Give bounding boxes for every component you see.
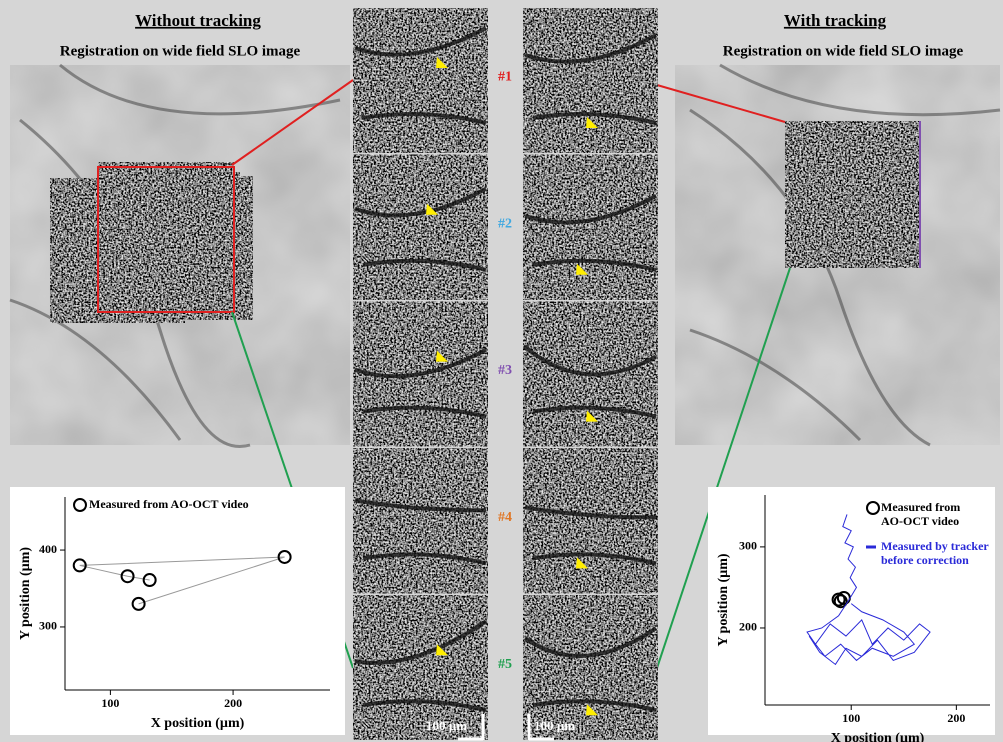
x-axis-label: X position (µm) <box>151 716 245 731</box>
data-point <box>142 573 157 588</box>
oct-frame <box>352 7 489 154</box>
arrowhead <box>436 644 448 656</box>
y-tick-label: 300 <box>39 619 57 633</box>
panel-title: Without tracking <box>135 11 261 30</box>
x-tick-label: 200 <box>947 711 965 725</box>
connector <box>656 267 791 669</box>
legend-label: Measured by tracker before correction <box>881 539 989 567</box>
oct-frame <box>352 594 489 742</box>
vessel <box>523 626 658 713</box>
frame-label: #5 <box>498 657 512 672</box>
scale-label: 100 µm <box>534 718 575 733</box>
x-tick-label: 100 <box>101 696 119 710</box>
arrowhead <box>436 57 448 68</box>
oct-frame <box>352 153 489 301</box>
frame-label: #4 <box>498 510 512 525</box>
chart-box <box>708 487 995 735</box>
arrowhead <box>576 263 588 275</box>
chart-box <box>10 487 345 735</box>
x-tick-label: 200 <box>224 696 242 710</box>
frame-label: #2 <box>498 216 512 231</box>
y-tick-label: 200 <box>739 620 757 634</box>
x-tick-label: 100 <box>842 711 860 725</box>
data-point <box>833 594 848 609</box>
oct-frame <box>522 594 659 742</box>
vessel <box>523 345 657 419</box>
oct-frame <box>522 153 659 301</box>
vessel <box>354 187 487 272</box>
arrowhead <box>586 704 598 716</box>
connector <box>231 79 354 166</box>
arrowhead <box>426 203 438 215</box>
connector <box>656 84 786 123</box>
overlay-frame <box>784 120 921 269</box>
arrowhead <box>436 350 448 362</box>
vessel <box>354 498 487 566</box>
scale-label: 100 µm <box>426 718 467 733</box>
panel-subtitle: Registration on wide field SLO image <box>723 43 964 59</box>
frame-label: #3 <box>498 363 512 378</box>
arrowhead <box>586 410 598 422</box>
data-point <box>72 558 87 573</box>
y-tick-label: 400 <box>39 542 57 556</box>
overlay-frame <box>97 166 235 313</box>
tracker-trace <box>806 514 931 666</box>
data-point <box>131 596 146 611</box>
vessel <box>354 26 487 125</box>
arrowhead <box>586 117 598 128</box>
arrowhead <box>576 557 588 569</box>
y-axis-label: Y position (µm) <box>716 553 731 646</box>
data-point <box>120 569 135 584</box>
legend-marker <box>866 501 880 515</box>
y-axis-label: Y position (µm) <box>18 547 33 640</box>
oct-frame <box>522 7 659 154</box>
legend-marker <box>73 498 87 512</box>
oct-frame <box>352 447 489 595</box>
data-point <box>277 549 292 564</box>
y-tick-label: 300 <box>739 539 757 553</box>
x-axis-label: X position (µm) <box>831 731 925 742</box>
legend-label: Measured from AO-OCT video <box>881 500 961 528</box>
vessel <box>524 33 657 125</box>
panel-title: With tracking <box>784 11 887 30</box>
vessel <box>524 505 657 566</box>
overlay-frame <box>97 161 235 313</box>
vessel <box>524 194 657 272</box>
vessel <box>354 347 487 419</box>
vessel <box>689 63 1001 447</box>
legend-label: Measured from AO-OCT video <box>89 497 249 511</box>
connector-line <box>79 556 285 605</box>
oct-frame <box>522 447 659 595</box>
frame-label: #1 <box>498 70 512 85</box>
vessel <box>354 619 488 713</box>
panel-subtitle: Registration on wide field SLO image <box>60 43 301 59</box>
